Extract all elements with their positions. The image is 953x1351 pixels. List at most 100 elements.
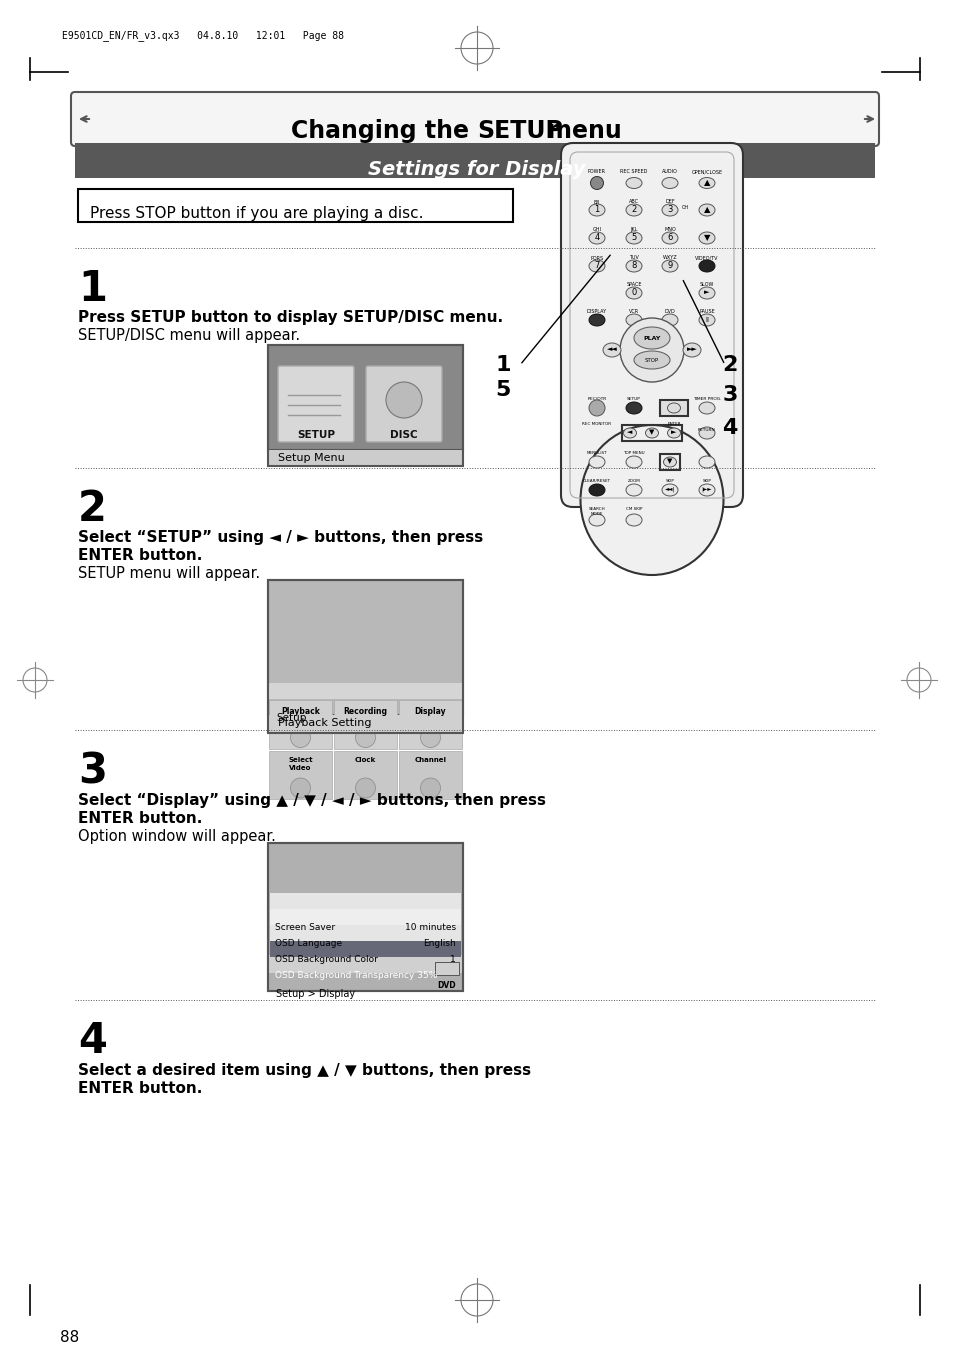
Ellipse shape [661, 484, 678, 496]
Bar [268, 843, 462, 992]
Text: ▲: ▲ [703, 205, 709, 213]
Text: 10 minutes: 10 minutes [404, 923, 456, 932]
Text: SETUP/DISC menu will appear.: SETUP/DISC menu will appear. [78, 328, 300, 343]
Text: SETUP menu will appear.: SETUP menu will appear. [78, 566, 260, 581]
Ellipse shape [699, 313, 714, 326]
Text: OSD Background Transparency 35%: OSD Background Transparency 35% [274, 971, 436, 979]
Ellipse shape [623, 428, 636, 438]
Ellipse shape [661, 259, 678, 272]
Text: AUDIO: AUDIO [661, 169, 678, 174]
Text: ZOOM: ZOOM [627, 480, 639, 484]
Ellipse shape [661, 204, 678, 216]
Circle shape [355, 778, 375, 798]
Ellipse shape [699, 259, 714, 272]
Ellipse shape [625, 513, 641, 526]
Text: Changing the: Changing the [291, 119, 476, 143]
Text: menu: menu [538, 119, 621, 143]
Ellipse shape [588, 232, 604, 245]
Ellipse shape [625, 457, 641, 467]
Ellipse shape [625, 259, 641, 272]
Text: SLOW: SLOW [700, 282, 714, 286]
Circle shape [291, 727, 310, 747]
Text: DVD: DVD [437, 981, 456, 990]
Text: Clock: Clock [355, 758, 375, 763]
Ellipse shape [699, 457, 714, 467]
Circle shape [355, 727, 375, 747]
Ellipse shape [662, 457, 676, 467]
Ellipse shape [588, 457, 604, 467]
Text: SPACE: SPACE [625, 282, 641, 286]
Bar [268, 955, 462, 973]
Text: 3: 3 [666, 205, 672, 213]
Bar [268, 580, 462, 715]
Text: CM SKIP: CM SKIP [625, 507, 641, 511]
Ellipse shape [625, 403, 641, 413]
Text: 7: 7 [594, 261, 599, 270]
Text: ▼: ▼ [703, 232, 709, 242]
Bar [269, 700, 332, 748]
Ellipse shape [625, 286, 641, 299]
Text: OPEN/CLOSE: OPEN/CLOSE [691, 169, 721, 174]
Text: RETURN: RETURN [698, 428, 715, 432]
Circle shape [291, 778, 310, 798]
Ellipse shape [682, 343, 700, 357]
Text: B/I: B/I [593, 199, 599, 204]
Text: DVD: DVD [664, 309, 675, 313]
Bar [268, 843, 462, 992]
Text: ENTER button.: ENTER button. [78, 549, 202, 563]
Ellipse shape [699, 204, 714, 216]
Text: English: English [423, 939, 456, 948]
Bar [78, 189, 513, 222]
Circle shape [420, 778, 440, 798]
Ellipse shape [579, 426, 722, 576]
Text: DISC: DISC [390, 430, 417, 440]
Text: PQRS: PQRS [590, 255, 603, 259]
Text: 3: 3 [721, 385, 737, 405]
Text: ◄◄|: ◄◄| [664, 486, 675, 492]
Text: REC SPEED: REC SPEED [619, 169, 647, 174]
Ellipse shape [634, 351, 669, 369]
Text: 9: 9 [667, 261, 672, 270]
Bar [269, 751, 332, 798]
Text: 8: 8 [631, 261, 636, 270]
Ellipse shape [699, 403, 714, 413]
Text: ►►: ►► [686, 346, 697, 353]
Text: Select a desired item using ▲ / ▼ buttons, then press: Select a desired item using ▲ / ▼ button… [78, 1063, 531, 1078]
Text: 2: 2 [631, 205, 636, 213]
FancyBboxPatch shape [277, 366, 354, 442]
Bar [268, 345, 462, 450]
Ellipse shape [625, 313, 641, 326]
Text: 5: 5 [495, 380, 510, 400]
Text: DISPLAY: DISPLAY [586, 309, 606, 313]
Ellipse shape [634, 327, 669, 349]
Ellipse shape [602, 343, 620, 357]
Text: E9501CD_EN/FR_v3.qx3   04.8.10   12:01   Page 88: E9501CD_EN/FR_v3.qx3 04.8.10 12:01 Page … [62, 30, 344, 41]
Text: 88: 88 [60, 1329, 79, 1346]
Text: DEF: DEF [664, 199, 674, 204]
Text: Press STOP button if you are playing a disc.: Press STOP button if you are playing a d… [90, 205, 423, 222]
Text: |►►: |►► [701, 486, 712, 492]
Text: TOP MENU: TOP MENU [622, 451, 644, 455]
Text: VIDEO/TV: VIDEO/TV [695, 255, 718, 259]
Text: 1: 1 [594, 205, 599, 213]
Ellipse shape [699, 484, 714, 496]
Text: REC MONITOR: REC MONITOR [582, 422, 611, 426]
Text: CH: CH [680, 205, 688, 209]
Text: 3: 3 [78, 750, 107, 792]
Text: Settings for Display: Settings for Display [368, 159, 585, 178]
Text: 1: 1 [495, 355, 510, 376]
Bar [334, 751, 396, 798]
Text: POWER: POWER [587, 169, 605, 174]
Text: GHI: GHI [592, 227, 601, 232]
Text: ▲: ▲ [703, 178, 709, 186]
Text: JKL: JKL [630, 227, 638, 232]
Text: SKIP: SKIP [701, 480, 711, 484]
Text: SKIP: SKIP [665, 480, 674, 484]
Text: ▼: ▼ [666, 458, 672, 465]
Text: ENTER button.: ENTER button. [78, 1081, 202, 1096]
Ellipse shape [645, 428, 658, 438]
Ellipse shape [667, 403, 679, 413]
Text: Option window will appear.: Option window will appear. [78, 830, 275, 844]
Text: Playback Setting: Playback Setting [277, 717, 371, 728]
Ellipse shape [699, 427, 714, 439]
